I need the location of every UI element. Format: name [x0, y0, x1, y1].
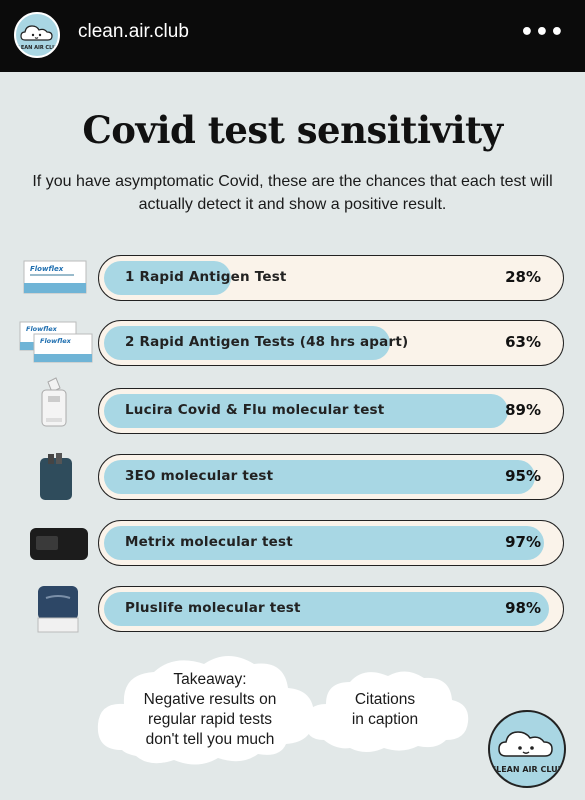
cloud-logo-icon: CLEAN AIR CLUB [490, 731, 564, 774]
citations-line: in caption [351, 711, 419, 728]
more-dots-icon[interactable]: ••• [519, 20, 565, 45]
flowflex-two-boxes-icon: Flowflex Flowflex [18, 318, 94, 368]
test-row: 3EO molecular test 95% [0, 452, 585, 502]
sensitivity-bar: 1 Rapid Antigen Test 28% [98, 255, 564, 301]
takeaway-text: Takeaway: Negative results on regular ra… [110, 670, 310, 750]
flowflex-box-icon: Flowflex [18, 253, 94, 303]
test-row: Lucira Covid & Flu molecular test 89% [0, 377, 585, 436]
lucira-device-icon [18, 376, 94, 436]
page-title: Covid test sensitivity [82, 108, 503, 152]
pluslife-device-icon [18, 584, 94, 634]
test-label: Pluslife molecular test [125, 600, 301, 616]
sensitivity-fill [104, 394, 508, 428]
citations-line: Citations [354, 691, 416, 708]
sensitivity-bar: 2 Rapid Antigen Tests (48 hrs apart) 63% [98, 320, 564, 366]
username[interactable]: clean.air.club [78, 21, 189, 42]
page-subtitle: If you have asymptomatic Covid, these ar… [32, 173, 553, 213]
test-row: Flowflex Flowflex 2 Rapid Antigen Tests … [0, 318, 585, 368]
takeaway-line: regular rapid tests [147, 711, 273, 728]
sensitivity-bar: Lucira Covid & Flu molecular test 89% [98, 388, 564, 434]
takeaway-cloud-icon [97, 656, 314, 765]
profile-avatar[interactable]: CLEAN AIR CLUB [14, 12, 60, 58]
test-label: 3EO molecular test [125, 468, 274, 484]
citations-text: Citations in caption [320, 690, 450, 730]
test-label: Lucira Covid & Flu molecular test [125, 402, 385, 418]
takeaway-line: Takeaway: [173, 671, 247, 688]
test-row: Metrix molecular test 97% [0, 518, 585, 568]
test-row: Pluslife molecular test 98% [0, 584, 585, 634]
sensitivity-fill [104, 460, 535, 494]
svg-text:CLEAN AIR CLUB: CLEAN AIR CLUB [490, 765, 564, 774]
test-row: Flowflex 1 Rapid Antigen Test 28% [0, 253, 585, 303]
sensitivity-fill [104, 261, 231, 295]
sensitivity-bar: 3EO molecular test 95% [98, 454, 564, 500]
svg-text:Flowflex: Flowflex [40, 337, 72, 345]
sensitivity-bar: Pluslife molecular test 98% [98, 586, 564, 632]
takeaway-line: Negative results on [143, 691, 277, 708]
takeaway-line: don't tell you much [145, 731, 275, 748]
test-percentage: 89% [505, 401, 541, 419]
test-label: Metrix molecular test [125, 534, 293, 550]
brand-logo: CLEAN AIR CLUB [488, 710, 566, 788]
test-percentage: 95% [505, 467, 541, 485]
test-percentage: 28% [505, 268, 541, 286]
cloud-logo-icon: CLEAN AIR CLUB [16, 25, 58, 51]
test-label: 2 Rapid Antigen Tests (48 hrs apart) [125, 334, 409, 350]
test-percentage: 97% [505, 533, 541, 551]
test-percentage: 63% [505, 333, 541, 351]
citations-cloud-icon [305, 671, 469, 752]
svg-text:Flowflex: Flowflex [26, 325, 58, 333]
test-label: 1 Rapid Antigen Test [125, 269, 287, 285]
svg-text:Flowflex: Flowflex [30, 265, 64, 273]
test-percentage: 98% [505, 599, 541, 617]
metrix-device-icon [18, 518, 94, 568]
sensitivity-bar: Metrix molecular test 97% [98, 520, 564, 566]
3eo-device-icon [18, 452, 94, 502]
post-header: CLEAN AIR CLUB clean.air.club ••• [0, 0, 585, 72]
svg-text:CLEAN AIR CLUB: CLEAN AIR CLUB [16, 45, 58, 51]
sensitivity-fill [104, 326, 390, 360]
sensitivity-fill [104, 526, 544, 560]
sensitivity-fill [104, 592, 549, 626]
